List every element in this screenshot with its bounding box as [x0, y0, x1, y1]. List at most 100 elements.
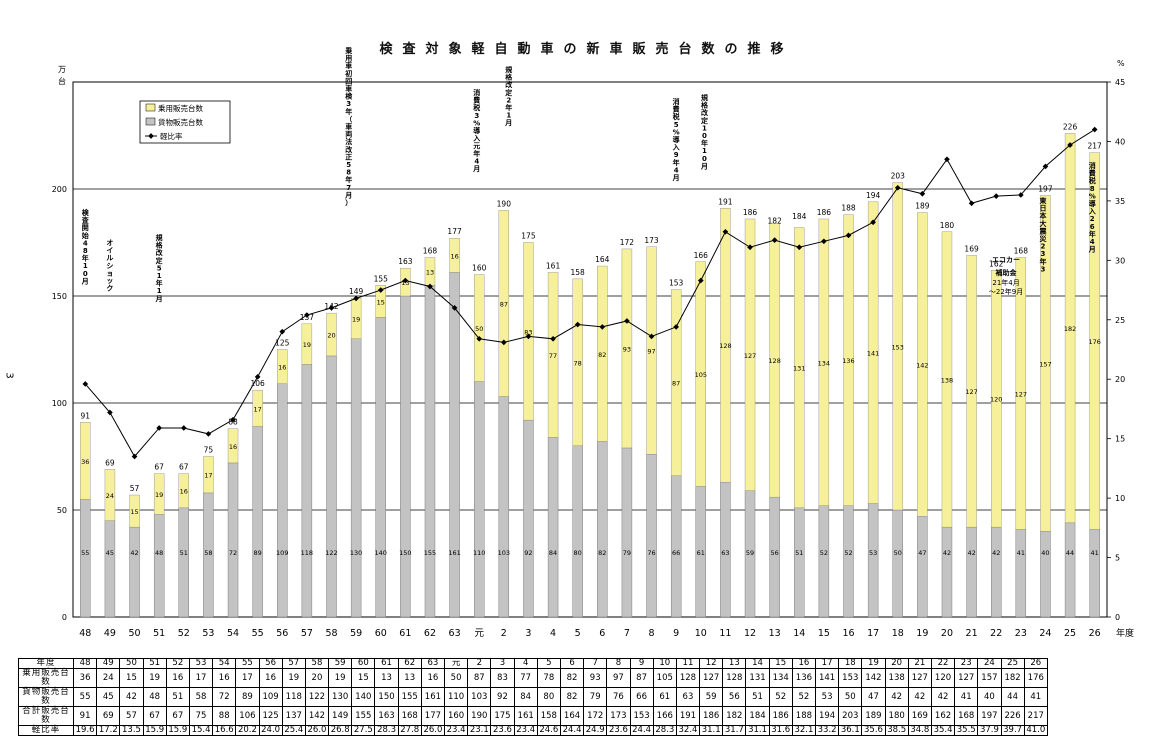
svg-text:本: 本	[1038, 211, 1046, 220]
x-tick-label: 22	[990, 628, 1002, 639]
bar-cargo	[1089, 529, 1100, 618]
table-cell: 82	[559, 668, 585, 688]
bar-passenger	[252, 389, 263, 427]
x-tick-label: 61	[399, 628, 411, 639]
table-cell: 13	[722, 658, 747, 669]
svg-text:格: 格	[505, 73, 513, 82]
total-label: 175	[521, 232, 536, 241]
bar-passenger	[1040, 195, 1051, 532]
bar-cargo	[277, 383, 288, 618]
svg-text:3: 3	[1041, 265, 1046, 273]
total-label: 188	[841, 204, 856, 213]
svg-text:2: 2	[506, 96, 511, 104]
table-cell: 2	[467, 658, 492, 669]
x-tick-label: 5	[575, 628, 581, 639]
bar-passenger	[474, 274, 485, 382]
ratio-point	[180, 425, 187, 431]
svg-text:年: 年	[701, 139, 708, 148]
table-cell: 59	[699, 687, 724, 707]
svg-text:月: 月	[1088, 246, 1096, 254]
y2-tick-label: 5	[1115, 554, 1120, 563]
bar-passenger	[769, 223, 780, 498]
table-cell: 63	[675, 687, 701, 707]
table-cell: 23.6	[490, 725, 515, 736]
x-tick-label: 7	[624, 628, 630, 639]
svg-text:税: 税	[673, 112, 680, 121]
table-cell: 69	[96, 706, 121, 726]
table-cell: 61	[652, 687, 677, 707]
table-cell: 42	[119, 687, 144, 707]
table-row-total: 合計販売台数 91 69 57 67 67 75 88 106 125 137 142 149 155 16…	[18, 706, 1048, 726]
ratio-point	[870, 219, 876, 226]
table-cell: 47	[861, 687, 886, 707]
table-cell: 66	[629, 687, 654, 707]
passenger-label: 36	[81, 458, 89, 466]
svg-text:1: 1	[157, 287, 162, 295]
table-cell: 67	[142, 706, 167, 726]
table-cell: 33.2	[814, 725, 840, 736]
x-tick-label: 52	[178, 628, 190, 639]
svg-text:年: 年	[505, 103, 512, 112]
bar-cargo	[375, 317, 386, 618]
bar-passenger	[720, 208, 731, 483]
table-row-label: 貨物販売台数	[18, 687, 74, 707]
x-tick-label: 57	[301, 628, 313, 639]
table-cell: 32.4	[675, 725, 701, 736]
table-cell: 5	[536, 658, 561, 669]
table-cell: 23.4	[513, 725, 538, 736]
x-tick-label: 18	[892, 628, 904, 639]
total-label: 153	[669, 279, 684, 288]
total-label: 182	[767, 217, 782, 226]
bar-passenger	[621, 248, 633, 449]
svg-text:ル: ル	[106, 254, 113, 262]
ratio-point	[328, 305, 335, 311]
table-cell: 51	[745, 687, 770, 707]
table-cell: 105	[652, 668, 677, 688]
table-cell: 19	[861, 658, 886, 669]
ratio-point	[205, 431, 212, 437]
svg-text:）: ）	[345, 199, 352, 207]
left-unit-label: 台	[58, 76, 66, 86]
table-cell: 26.8	[328, 725, 353, 736]
table-cell: 31.1	[699, 725, 724, 736]
bar-cargo	[474, 381, 485, 618]
legend-ratio: 軽比率	[160, 131, 183, 141]
passenger-label: 141	[867, 350, 879, 358]
svg-text:5: 5	[674, 121, 679, 129]
table-row-ratio: 軽比率 19.6 17.2 13.5 15.9 15.9 15.4 16.6 20.2 24.0 2…	[18, 725, 1048, 736]
table-cell: 32.1	[791, 725, 817, 736]
bar-passenger	[1089, 152, 1100, 530]
cargo-label: 52	[844, 549, 852, 557]
right-unit-label: %	[1117, 59, 1125, 68]
table-cell: 19.6	[72, 725, 98, 736]
table-cell: 84	[513, 687, 538, 707]
bar-passenger	[449, 238, 460, 273]
cargo-label: 140	[375, 549, 387, 557]
total-label: 172	[620, 238, 635, 247]
ratio-point	[525, 333, 532, 340]
table-cell: 75	[188, 706, 214, 726]
table-cell: 26	[1023, 658, 1048, 669]
table-cell: 17.2	[96, 725, 121, 736]
cargo-label: 58	[204, 549, 212, 557]
x-tick-label: 元	[474, 628, 484, 639]
bar-passenger	[1064, 133, 1076, 524]
legend-swatch-cargo	[145, 117, 156, 126]
svg-text:ョ: ョ	[106, 269, 113, 277]
table-cell: 54	[212, 658, 237, 669]
table-cell: 16	[212, 668, 237, 688]
bar-passenger	[153, 473, 165, 515]
table-cell: 26.0	[420, 725, 446, 736]
svg-text:格: 格	[701, 101, 709, 110]
bar-passenger	[646, 246, 657, 455]
cargo-label: 150	[399, 549, 411, 557]
svg-text:車: 車	[345, 122, 352, 131]
passenger-label: 16	[229, 443, 237, 451]
passenger-label: 19	[303, 341, 311, 349]
table-row-label: 年度	[18, 658, 74, 669]
legend-cargo: 貨物販売台数	[158, 117, 203, 127]
